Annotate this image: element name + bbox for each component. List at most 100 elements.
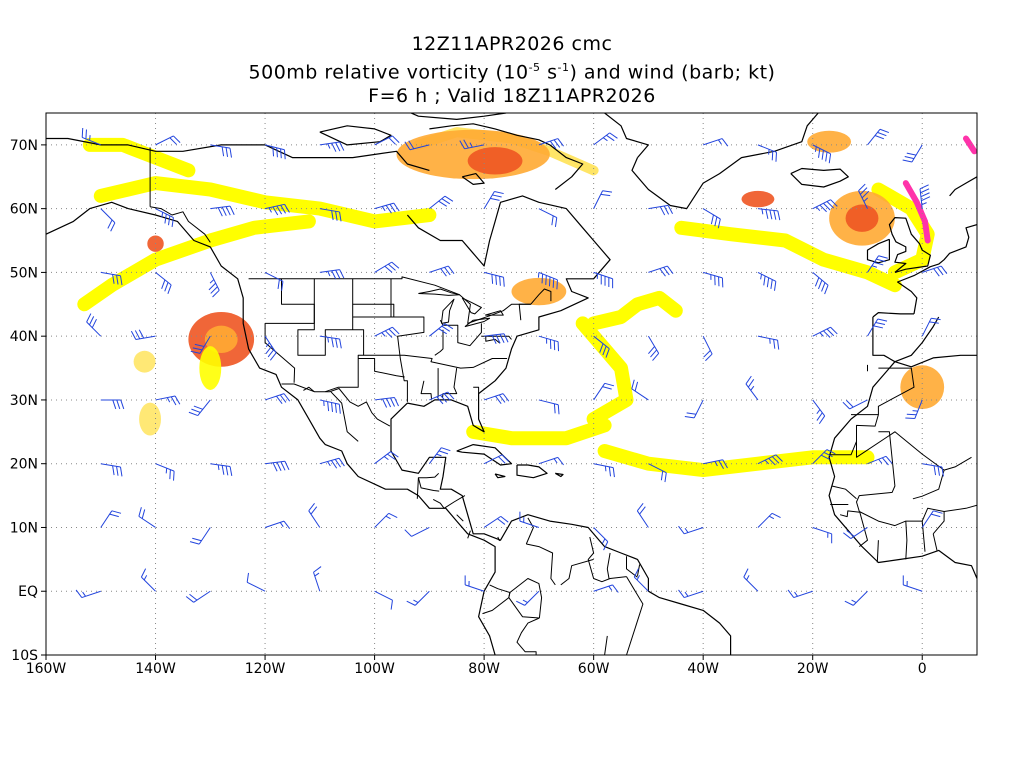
barb-staff xyxy=(414,590,430,606)
barb-feather xyxy=(169,137,177,145)
barb-feather xyxy=(634,381,639,392)
title-line-2-mid: s xyxy=(540,61,558,84)
barb-feather xyxy=(171,217,174,228)
political-border xyxy=(482,584,511,615)
barb-half-feather xyxy=(819,332,824,337)
barb-feather xyxy=(516,600,525,606)
barb-half-feather xyxy=(684,527,689,533)
vorticity-band xyxy=(597,444,875,478)
wind-barb xyxy=(842,399,868,410)
barb-staff xyxy=(483,191,495,209)
wind-barb xyxy=(75,589,101,599)
barb-staff xyxy=(921,318,932,337)
barb-feather xyxy=(846,400,854,408)
title-exponent-2: -1 xyxy=(557,61,570,74)
barb-feather xyxy=(387,263,396,271)
political-border xyxy=(876,540,879,563)
barb-feather xyxy=(193,405,203,410)
barb-feather xyxy=(500,515,509,523)
barb-feather xyxy=(492,194,502,198)
wind-barb xyxy=(483,271,505,287)
barb-half-feather xyxy=(327,271,331,277)
wind-barb xyxy=(519,511,540,528)
barb-feather xyxy=(119,466,123,477)
barb-feather xyxy=(390,451,399,458)
barb-half-feather xyxy=(314,572,320,577)
barb-feather xyxy=(210,286,218,294)
vorticity-center xyxy=(133,350,156,373)
barb-staff xyxy=(867,128,881,146)
wind-barb xyxy=(757,271,777,291)
wind-barb xyxy=(155,135,181,146)
political-border xyxy=(150,206,211,243)
wind-barb xyxy=(867,318,888,337)
coastline xyxy=(46,137,430,171)
barb-feather xyxy=(552,278,555,288)
barb-feather xyxy=(501,454,510,462)
barb-feather xyxy=(406,600,416,606)
barb-feather xyxy=(308,503,315,512)
barb-half-feather xyxy=(794,591,798,597)
barb-staff xyxy=(538,271,558,281)
barb-staff xyxy=(648,265,668,273)
coastline xyxy=(494,473,506,479)
barb-feather xyxy=(714,216,718,227)
wind-barb xyxy=(593,132,618,146)
vorticity-fill-layer xyxy=(77,127,977,478)
wind-barb xyxy=(812,272,829,295)
barb-staff xyxy=(702,208,721,220)
barb-feather xyxy=(441,325,451,332)
barb-staff xyxy=(593,527,609,542)
barb-half-feather xyxy=(878,458,883,464)
lake-outline xyxy=(464,317,491,328)
wind-barb xyxy=(313,566,322,592)
lon-tick-label: 140W xyxy=(135,661,176,677)
coastline xyxy=(872,316,940,363)
wind-barb xyxy=(374,451,399,465)
barb-staff xyxy=(593,132,610,146)
barb-staff xyxy=(319,141,340,146)
wind-barb xyxy=(374,261,400,273)
barb-feather xyxy=(391,261,400,269)
political-border xyxy=(508,578,543,619)
barb-half-feather xyxy=(764,459,770,465)
wind-barb xyxy=(264,393,291,405)
barb-staff xyxy=(919,188,923,209)
wind-barb xyxy=(538,138,564,149)
barb-feather xyxy=(443,393,451,402)
lat-tick-label: 30N xyxy=(10,393,38,409)
barb-staff xyxy=(867,455,887,465)
barb-feather xyxy=(717,218,721,229)
political-border xyxy=(442,368,458,399)
barb-feather xyxy=(678,525,685,535)
wind-barb xyxy=(678,525,704,535)
barb-staff xyxy=(374,202,394,210)
barb-half-feather xyxy=(760,274,763,280)
barb-feather xyxy=(775,152,778,162)
barb-feather xyxy=(777,340,780,350)
barb-feather xyxy=(111,510,122,514)
vorticity-band xyxy=(77,214,316,312)
barb-feather xyxy=(185,596,194,603)
coastline xyxy=(46,201,496,655)
barb-staff xyxy=(429,391,448,401)
barb-feather xyxy=(338,404,341,414)
barb-staff xyxy=(914,399,923,419)
barb-feather xyxy=(920,188,930,194)
barb-feather xyxy=(905,417,915,420)
vorticity-center xyxy=(199,346,222,390)
wind-barb xyxy=(867,455,893,466)
wind-barb xyxy=(905,399,923,420)
wind-barb xyxy=(812,399,826,425)
barb-feather xyxy=(339,269,345,279)
barb-feather xyxy=(819,204,827,213)
barb-staff xyxy=(308,510,321,528)
barb-feather xyxy=(169,469,171,480)
barb-staff xyxy=(100,510,113,528)
lat-tick-label: 20N xyxy=(10,457,38,473)
barb-feather xyxy=(112,465,115,476)
barb-feather xyxy=(503,277,505,287)
barb-staff xyxy=(374,451,391,465)
wind-barb xyxy=(264,335,277,361)
barb-feather xyxy=(229,466,233,476)
